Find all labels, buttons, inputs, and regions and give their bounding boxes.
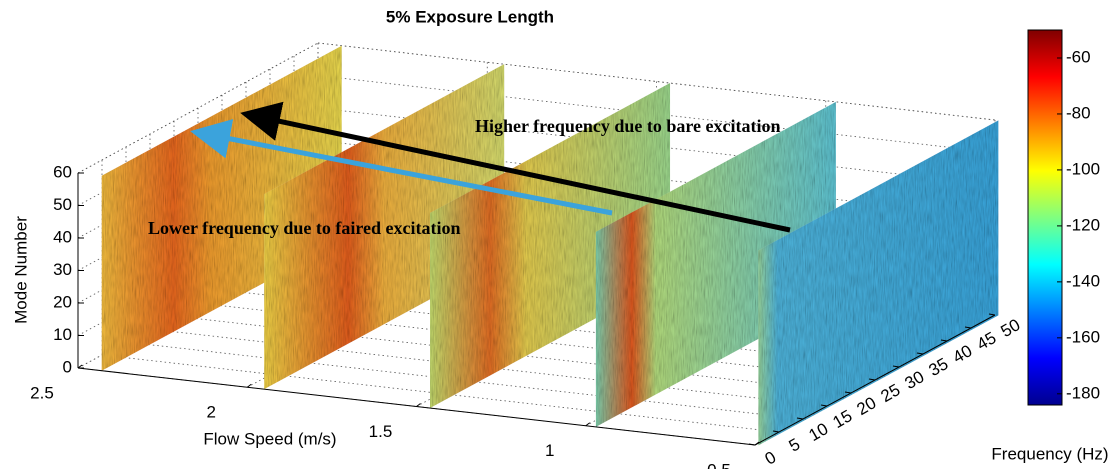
x-tick <box>585 422 591 427</box>
z-tick-label: 50 <box>53 195 72 214</box>
y-tick-label: 45 <box>974 328 1000 354</box>
y-tick-label: 10 <box>806 419 832 445</box>
slice <box>430 83 671 409</box>
y-tick-label: 5 <box>786 435 804 456</box>
y-tick-label: 50 <box>998 315 1024 341</box>
y-tick <box>988 313 996 316</box>
colorbar-tick-label: -180 <box>1066 383 1100 402</box>
z-tick-label: 40 <box>53 227 72 246</box>
z-tick-label: 20 <box>53 292 72 311</box>
chart-title: 5% Exposure Length <box>386 7 554 26</box>
y-tick-label: 20 <box>854 393 880 419</box>
colorbar: -60 -80 -100 -120 -140 -160 -180 <box>1027 29 1100 406</box>
y-tick-label: 25 <box>878 380 904 406</box>
x-tick-label: 2.5 <box>30 383 54 402</box>
z-axis-label: Mode Number <box>11 216 30 324</box>
annotation: Higher frequency due to bare excitation <box>475 116 780 136</box>
y-tick-label: 35 <box>926 354 952 380</box>
x-axis-label: Flow Speed (m/s) <box>203 429 336 448</box>
x-tick-label: 2 <box>207 403 216 422</box>
y-tick <box>820 404 828 407</box>
colorbar-tick-label: -60 <box>1066 47 1091 66</box>
grid-line <box>149 328 828 407</box>
z-tick-label: 60 <box>53 162 72 181</box>
y-tick <box>796 417 804 420</box>
y-tick <box>892 365 900 368</box>
colorbar-tick-label: -160 <box>1066 327 1100 346</box>
y-tick <box>940 339 948 342</box>
x-tick <box>416 403 421 407</box>
z-tick-label: 30 <box>53 260 72 279</box>
y-tick <box>844 391 852 394</box>
x-tick-label: 0.5 <box>707 460 731 469</box>
y-tick <box>964 326 972 329</box>
annotation-arrow <box>240 101 791 233</box>
x-tick <box>754 441 760 446</box>
grid-line <box>317 42 996 121</box>
x-tick-label: 1 <box>545 441 554 460</box>
y-tick-label: 40 <box>950 341 976 367</box>
colorbar-tick-label: -140 <box>1066 271 1100 290</box>
grid-line <box>125 341 804 420</box>
z-tick-label: 10 <box>53 325 72 344</box>
annotation: Lower frequency due to faired excitation <box>148 218 460 238</box>
colorbar-tick-label: -120 <box>1066 215 1100 234</box>
x-tick <box>77 364 83 369</box>
x-tick <box>246 383 252 388</box>
y-tick <box>868 378 876 381</box>
y-axis-label: Frequency (Hz) <box>991 444 1108 463</box>
y-tick-label: 0 <box>762 448 780 469</box>
y-tick-label: 15 <box>830 406 856 432</box>
colorbar-tick-label: -80 <box>1066 103 1091 122</box>
grid-line <box>101 354 780 433</box>
y-tick <box>772 430 780 433</box>
slice <box>758 120 999 446</box>
z-tick-label: 0 <box>63 357 72 376</box>
slice <box>264 64 505 390</box>
colorbar-tick-label: -100 <box>1066 159 1100 178</box>
colorbar-scale <box>1027 29 1063 406</box>
y-tick-label: 30 <box>902 367 928 393</box>
x-tick-label: 1.5 <box>369 422 393 441</box>
annotation-arrow <box>190 119 613 216</box>
slice <box>595 101 836 427</box>
slices <box>101 45 999 446</box>
grid-line <box>317 75 996 153</box>
y-tick <box>916 352 924 355</box>
y-tick <box>748 443 756 446</box>
